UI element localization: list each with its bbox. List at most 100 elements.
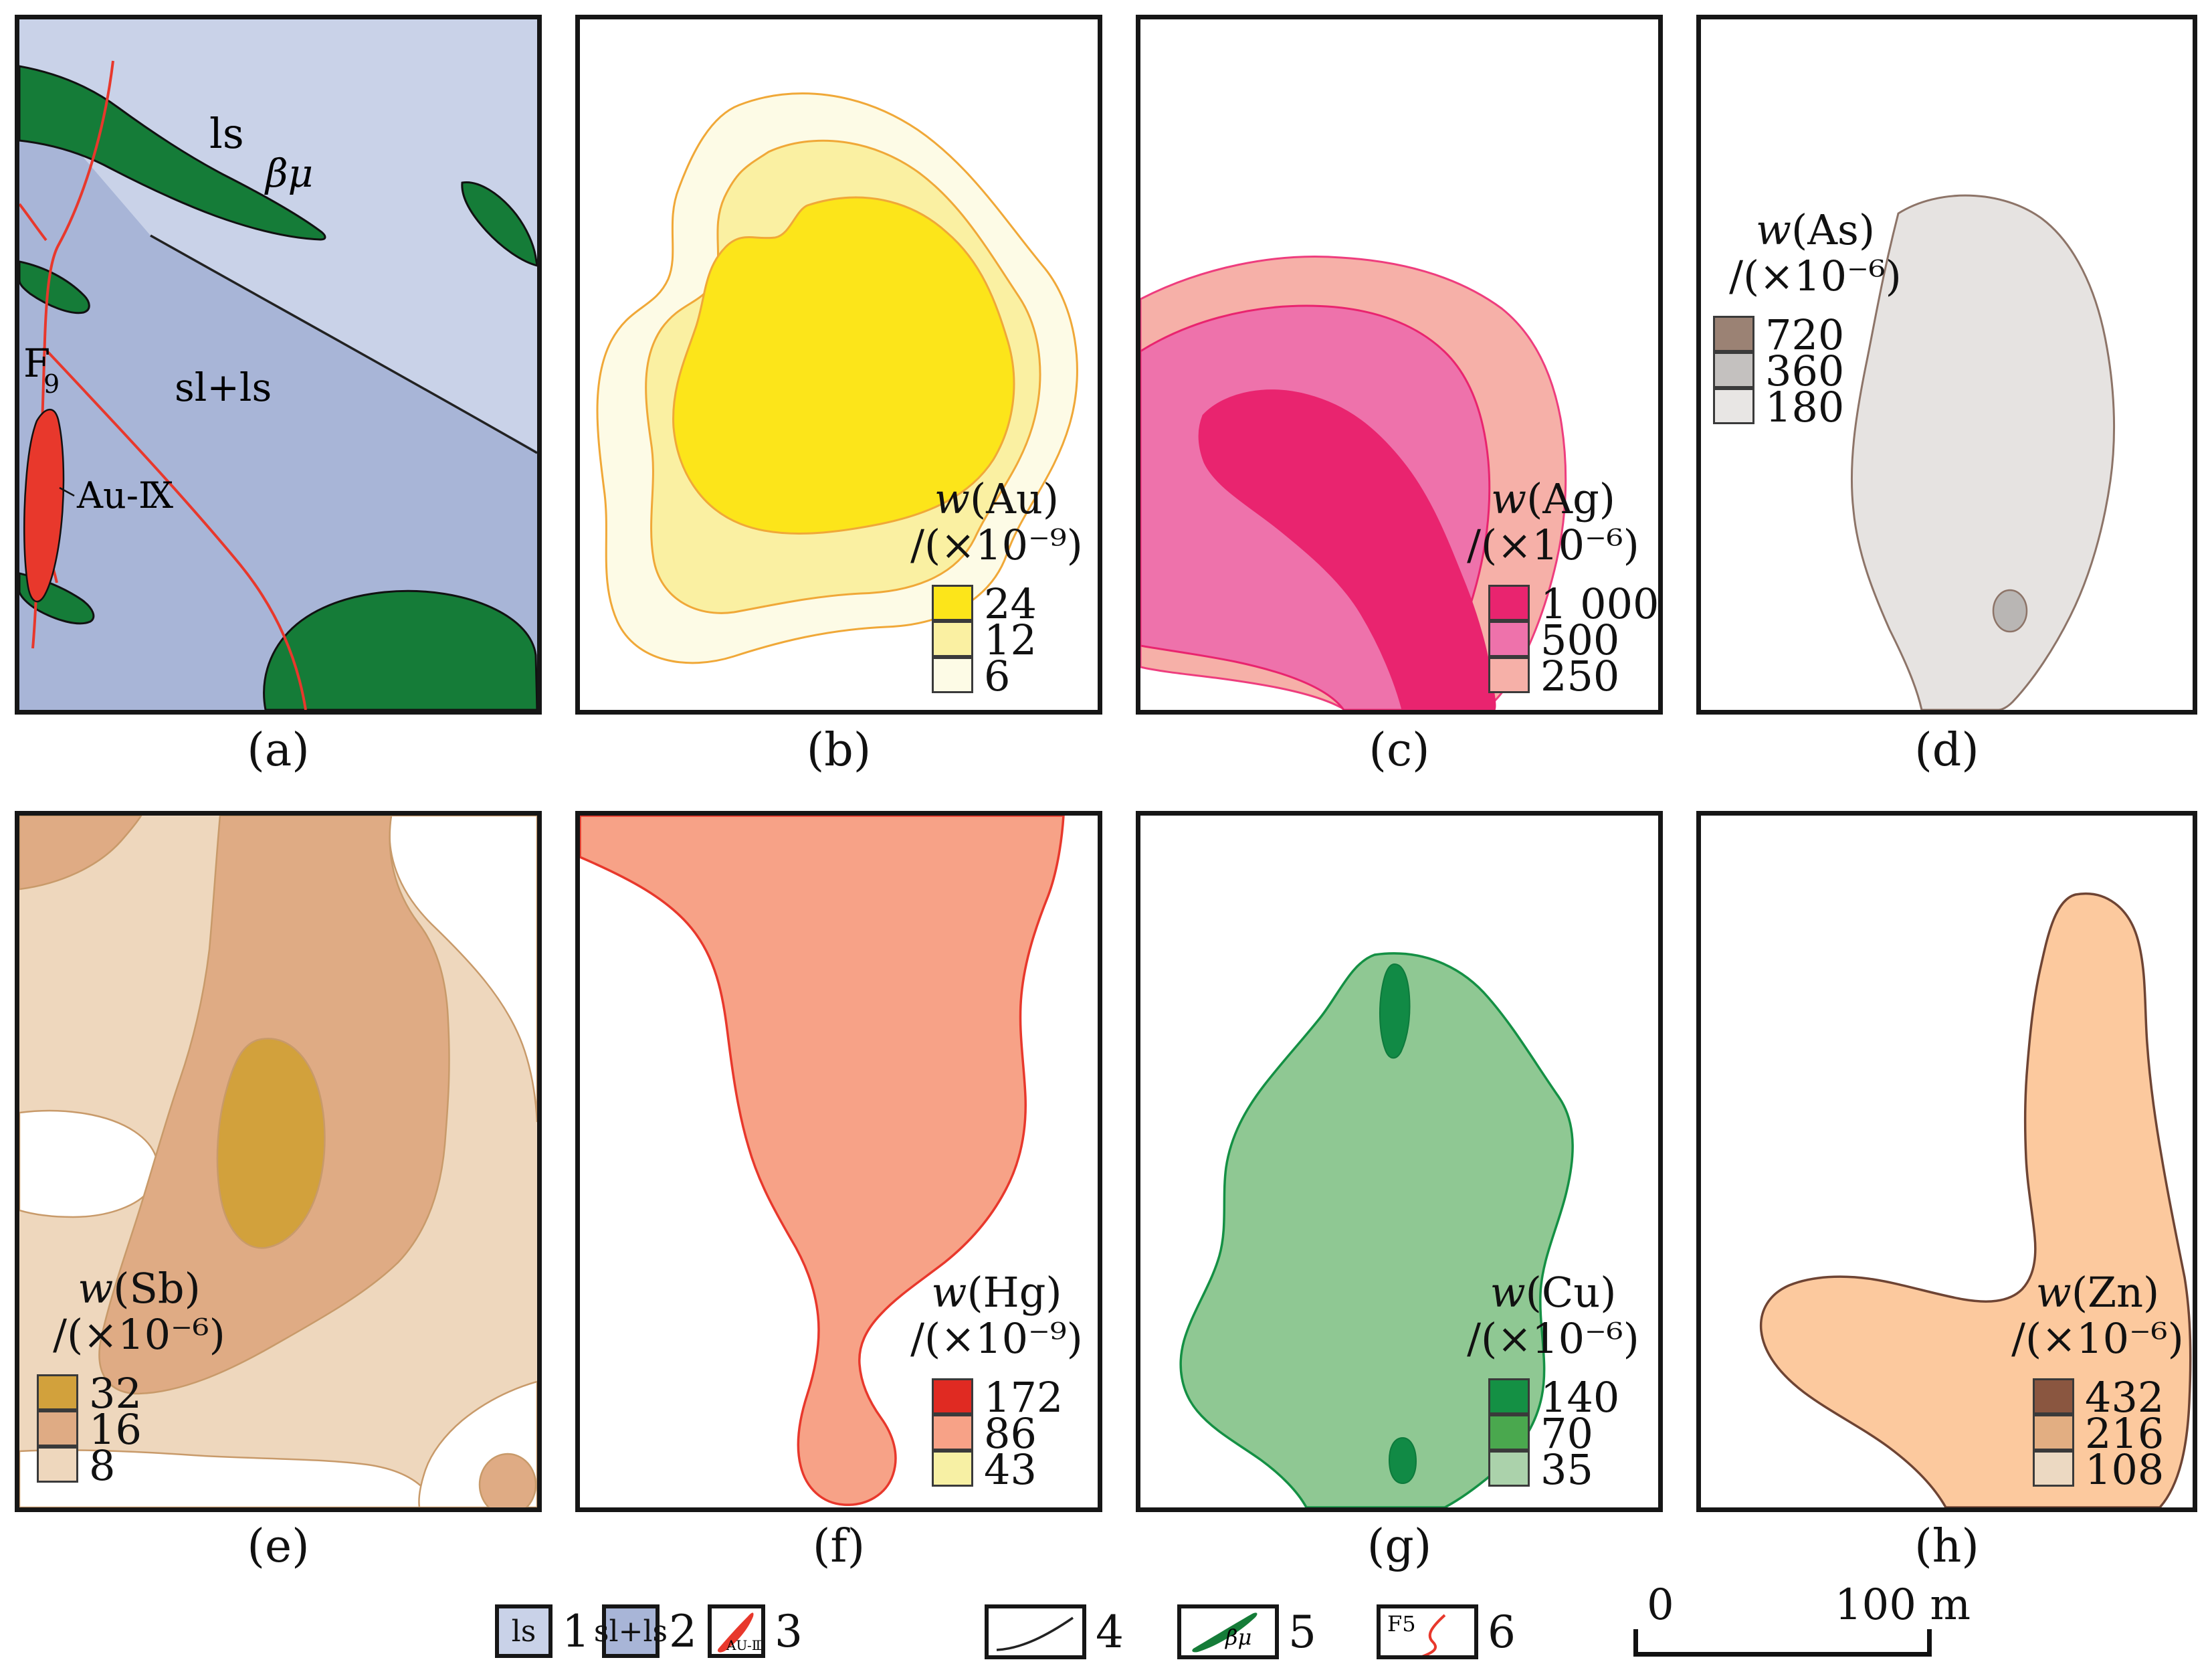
legend-item-dike: βμ 5 [1177, 1604, 1316, 1659]
cu-contour-graphic [1179, 952, 1574, 1507]
legend-row: 8 [37, 1441, 249, 1490]
legend-row: 32 [37, 1369, 249, 1418]
caption-g: (g) [1367, 1520, 1432, 1573]
ls-swatch-box: ls [495, 1604, 552, 1658]
hg-contour-86 [580, 816, 1065, 1506]
color-swatch [1713, 352, 1754, 389]
contact-line-icon [996, 1616, 1074, 1651]
legend-row: 35 [1488, 1445, 1664, 1494]
legend-item-ls: ls 1 [495, 1604, 590, 1658]
as-legend-rows: 720 360 180 [1705, 310, 1926, 432]
legend-number: 2 [669, 1605, 697, 1657]
hg-contour-graphic [580, 816, 1065, 1506]
legend-row: 360 [1713, 347, 1926, 395]
color-swatch [1488, 1378, 1530, 1415]
ore-lens-label: AU-Ⅲ [726, 1637, 761, 1653]
ore-body-symbol-box: AU-Ⅲ [708, 1604, 765, 1658]
legend-row: 6 [932, 652, 1107, 701]
legend-value: 140 [1540, 1373, 1620, 1422]
legend-row: 432 [2033, 1373, 2208, 1422]
color-swatch [932, 621, 973, 658]
zn-contour-graphic [1759, 892, 2192, 1507]
sb-white-top-right [389, 816, 537, 1123]
unit-ls-area [19, 19, 537, 451]
legend-value: 16 [89, 1405, 142, 1455]
panel-c-ag-anomaly: w(Ag)/(×10⁻⁶) 1 000 500 250 [1136, 15, 1663, 715]
dike-sliver-left [19, 260, 90, 314]
cu-contour-35 [1179, 952, 1574, 1507]
panel-g-cu-anomaly: w(Cu)/(×10⁻⁶) 140 70 35 [1136, 811, 1663, 1512]
au-legend: w(Au)/(×10⁻⁹) 24 12 6 [886, 476, 1107, 701]
caption-d: (d) [1914, 724, 1979, 777]
scale-bar-bracket [1633, 1629, 1932, 1657]
color-swatch [932, 657, 973, 694]
contact-symbol-box [985, 1604, 1086, 1659]
as-legend: w(As)/(×10⁻⁶) 720 360 180 [1705, 207, 1926, 432]
legend-number: 1 [562, 1605, 590, 1657]
legend-value: 180 [1765, 383, 1845, 432]
caption-c: (c) [1369, 724, 1430, 777]
legend-value: 108 [2085, 1445, 2165, 1495]
legend-value: 432 [2085, 1373, 2165, 1422]
legend-value: 1 000 [1540, 579, 1660, 629]
fault-branch-left [19, 203, 47, 242]
caption-f: (f) [812, 1520, 866, 1573]
color-swatch [932, 1451, 973, 1487]
legend-value: 43 [984, 1445, 1037, 1495]
label-ls: ls [209, 109, 244, 158]
fault-label: F5 [1387, 1611, 1416, 1637]
color-swatch [2033, 1451, 2074, 1487]
ore-lens-shape [717, 1612, 754, 1653]
color-swatch [2033, 1378, 2074, 1415]
cu-legend-rows: 140 70 35 [1443, 1373, 1664, 1494]
cu-legend-title: w(Cu)/(×10⁻⁶) [1467, 1268, 1639, 1364]
caption-a: (a) [247, 724, 310, 777]
color-swatch [1713, 388, 1754, 425]
legend-number: 3 [775, 1605, 803, 1657]
legend-value: 360 [1765, 347, 1845, 396]
au-legend-rows: 24 12 6 [886, 579, 1107, 701]
legend-row: 43 [932, 1445, 1107, 1494]
sb-legend-title: w(Sb)/(×10⁻⁶) [53, 1264, 225, 1360]
legend-item-sl-ls: sl+ls 2 [594, 1604, 697, 1658]
legend-value: 35 [1540, 1445, 1593, 1495]
sl-ls-swatch-label: sl+ls [593, 1614, 668, 1649]
panel-f-hg-anomaly: w(Hg)/(×10⁻⁹) 172 86 43 [575, 811, 1102, 1512]
color-swatch [1488, 585, 1530, 622]
dike-lens-label: βμ [1225, 1625, 1251, 1650]
label-dike-bm: βμ [264, 151, 313, 196]
geologic-contact-line [150, 234, 537, 454]
sb-legend: w(Sb)/(×10⁻⁶) 32 16 8 [29, 1264, 249, 1490]
label-ore-body: Au-Ⅸ [76, 474, 173, 517]
hg-legend-rows: 172 86 43 [886, 1373, 1107, 1494]
as-contour-graphic [1850, 194, 2116, 710]
scale-zero-label: 0 [1647, 1580, 1674, 1630]
label-sl-ls: sl+ls [175, 365, 272, 410]
cu-contour-140-spot-lower [1388, 1436, 1417, 1485]
sb-contour-graphic [19, 816, 537, 1507]
legend-number: 6 [1488, 1606, 1516, 1658]
zn-legend-title: w(Zn)/(×10⁻⁶) [2011, 1268, 2184, 1364]
legend-number: 4 [1096, 1606, 1124, 1658]
legend-value: 24 [984, 579, 1037, 629]
contact-line-shape [996, 1616, 1074, 1651]
dike-lens-bottom-right [263, 589, 537, 710]
ag-legend-rows: 1 000 500 250 [1443, 579, 1664, 701]
ls-swatch-label: ls [511, 1614, 536, 1649]
scale-100m-label: 100 m [1834, 1580, 1971, 1630]
color-swatch [37, 1374, 78, 1411]
panel-e-sb-anomaly: w(Sb)/(×10⁻⁶) 32 16 8 [15, 811, 542, 1512]
panel-h-zn-anomaly: w(Zn)/(×10⁻⁶) 432 216 108 [1696, 811, 2197, 1512]
legend-row: 24 [932, 579, 1107, 628]
legend-row: 500 [1488, 616, 1664, 664]
dike-band-upper-left [19, 65, 326, 241]
zn-contour-108 [1759, 892, 2192, 1507]
color-swatch [932, 585, 973, 622]
legend-item-ore-body: AU-Ⅲ 3 [708, 1604, 803, 1658]
legend-value: 12 [984, 616, 1037, 665]
ore-body-au-ix [23, 409, 65, 603]
geologic-map-graphic: ls sl+ls F 9 βμ Au-Ⅸ [19, 19, 537, 710]
legend-value: 500 [1540, 616, 1620, 665]
color-swatch [1488, 657, 1530, 694]
zn-legend-rows: 432 216 108 [1987, 1373, 2208, 1494]
